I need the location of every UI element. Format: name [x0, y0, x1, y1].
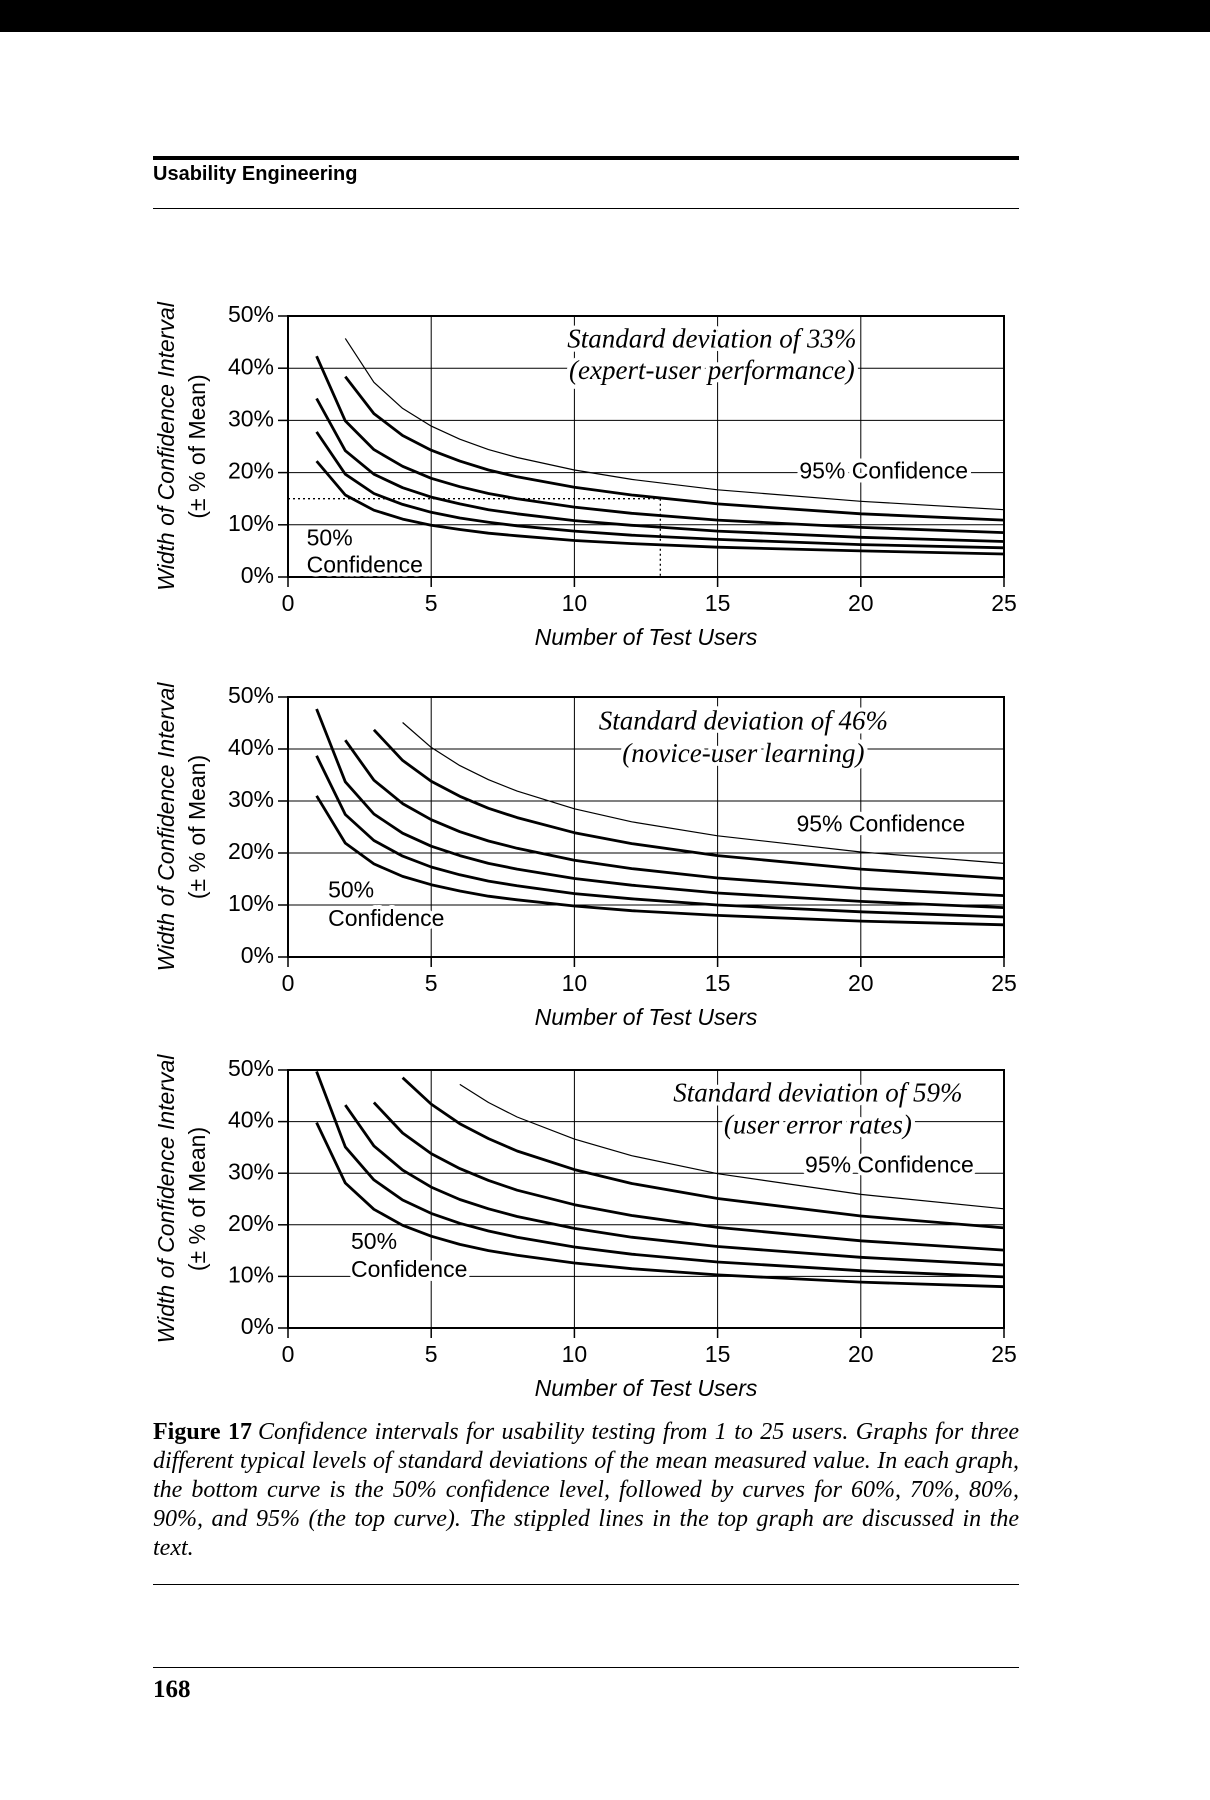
- caption-label: Figure 17: [153, 1419, 252, 1445]
- confidence-curve: [315, 355, 1005, 534]
- confidence-curve: [315, 755, 1005, 919]
- figure-caption: Figure 17 Confidence intervals for usabil…: [153, 1418, 1019, 1563]
- annotation: 50%: [351, 1228, 397, 1254]
- x-tick-label: 15: [705, 1341, 731, 1367]
- y-tick-label: 50%: [228, 1055, 274, 1081]
- y-tick-label: 10%: [228, 890, 274, 916]
- confidence-curve: [344, 1104, 1005, 1267]
- confidence-curve: [315, 460, 1005, 556]
- confidence-curve: [401, 1076, 1005, 1230]
- y-tick-label: 20%: [228, 1210, 274, 1236]
- y-axis-label: Width of Confidence Interval: [153, 301, 179, 591]
- plot-frame: [287, 1069, 1005, 1329]
- y-tick-label: 30%: [228, 1158, 274, 1184]
- annotation: Confidence: [328, 905, 444, 931]
- confidence-curve: [315, 431, 1005, 550]
- x-tick-label: 20: [848, 1341, 874, 1367]
- y-tick-label: 20%: [228, 458, 274, 484]
- confidence-curve: [315, 1071, 1005, 1279]
- x-tick-label: 15: [705, 970, 731, 996]
- x-tick-label: 20: [848, 590, 874, 616]
- caption-rule: [153, 1584, 1019, 1585]
- top-bar: [0, 0, 1210, 32]
- x-tick-label: 25: [991, 1341, 1017, 1367]
- x-tick-label: 15: [705, 590, 731, 616]
- y-axis-label: (± % of Mean): [184, 374, 210, 518]
- x-axis-label: Number of Test Users: [535, 1375, 758, 1401]
- x-tick-label: 20: [848, 970, 874, 996]
- y-axis-label: Width of Confidence Interval: [153, 682, 179, 972]
- y-tick-label: 30%: [228, 786, 274, 812]
- x-tick-label: 0: [282, 590, 295, 616]
- y-tick-label: 20%: [228, 838, 274, 864]
- y-axis-label: (± % of Mean): [184, 1127, 210, 1271]
- x-tick-label: 5: [425, 970, 438, 996]
- y-tick-label: 50%: [228, 301, 274, 327]
- annotation: 95% Confidence: [799, 458, 968, 484]
- y-tick-label: 40%: [228, 1107, 274, 1133]
- annotation: (novice-user learning): [622, 738, 864, 768]
- x-tick-label: 10: [562, 1341, 588, 1367]
- confidence-curve: [459, 1083, 1005, 1210]
- x-tick-label: 0: [282, 1341, 295, 1367]
- x-axis-label: Number of Test Users: [535, 624, 758, 650]
- confidence-curve: [344, 338, 1005, 511]
- footer-rule: [153, 1667, 1019, 1668]
- header-rule: [153, 156, 1019, 160]
- confidence-curve: [315, 397, 1005, 543]
- annotation: 50%: [328, 877, 374, 903]
- y-tick-label: 0%: [241, 562, 274, 588]
- confidence-curve: [372, 728, 1005, 880]
- y-tick-label: 50%: [228, 682, 274, 708]
- x-tick-label: 0: [282, 970, 295, 996]
- caption-text: Confidence intervals for usability testi…: [153, 1419, 1020, 1561]
- confidence-curve: [344, 739, 1005, 897]
- x-tick-label: 25: [991, 590, 1017, 616]
- x-tick-label: 10: [562, 970, 588, 996]
- annotation: Confidence: [351, 1256, 467, 1282]
- y-tick-label: 10%: [228, 510, 274, 536]
- y-tick-label: 40%: [228, 734, 274, 760]
- y-tick-label: 30%: [228, 405, 274, 431]
- x-tick-label: 5: [425, 590, 438, 616]
- plot-frame: [287, 315, 1005, 578]
- confidence-curve: [344, 375, 1005, 522]
- header-underline: [153, 208, 1019, 209]
- plot-frame: [287, 696, 1005, 958]
- y-axis-label: Width of Confidence Interval: [153, 1054, 179, 1344]
- running-head: Usability Engineering: [153, 163, 358, 185]
- annotation: (user error rates): [724, 1109, 912, 1139]
- y-tick-label: 0%: [241, 942, 274, 968]
- annotation: Standard deviation of 46%: [599, 706, 888, 736]
- confidence-curve: [315, 1121, 1005, 1289]
- annotation: 95% Confidence: [805, 1152, 974, 1178]
- page-number: 168: [153, 1676, 191, 1703]
- y-tick-label: 0%: [241, 1313, 274, 1339]
- annotation: Confidence: [307, 552, 423, 578]
- annotation: (expert-user performance): [569, 355, 855, 385]
- x-tick-label: 5: [425, 1341, 438, 1367]
- x-axis-label: Number of Test Users: [535, 1004, 758, 1030]
- x-tick-label: 10: [562, 590, 588, 616]
- confidence-curve: [402, 722, 1005, 864]
- y-tick-label: 10%: [228, 1261, 274, 1287]
- annotation: 95% Confidence: [796, 811, 965, 837]
- confidence-curve: [315, 795, 1005, 927]
- confidence-curve: [315, 708, 1005, 909]
- x-tick-label: 25: [991, 970, 1017, 996]
- annotation: Standard deviation of 33%: [567, 323, 856, 353]
- y-axis-label: (± % of Mean): [184, 755, 210, 899]
- y-tick-label: 40%: [228, 353, 274, 379]
- confidence-curve: [372, 1101, 1005, 1252]
- annotation: Standard deviation of 59%: [673, 1077, 962, 1107]
- annotation: 50%: [307, 524, 353, 550]
